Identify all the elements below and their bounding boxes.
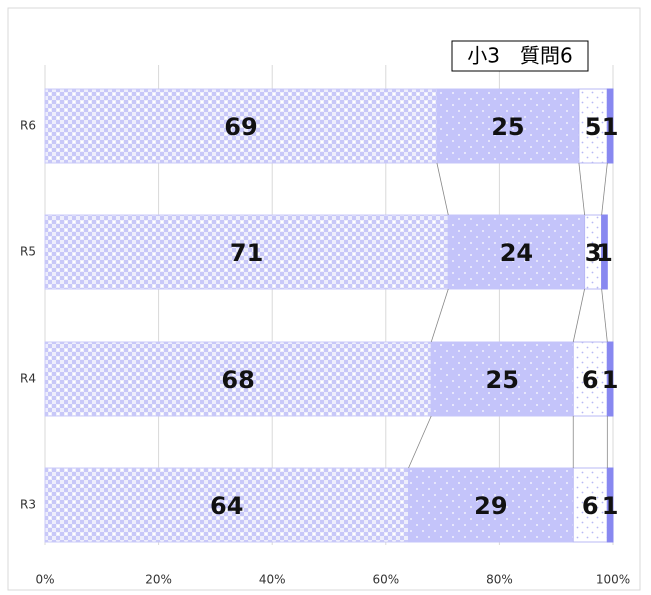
x-tick-label: 60% [372,573,399,587]
series-line [601,162,608,216]
bar-segment [606,467,614,543]
series-line [578,162,585,216]
bar-segment [44,341,432,417]
bar-segment [606,88,614,164]
y-tick-label: R4 [20,372,36,386]
data-label: 6 [582,366,599,394]
data-label: 1 [602,492,619,520]
data-label: 1 [596,239,613,267]
data-label: 68 [221,366,254,394]
data-label: 1 [602,366,619,394]
y-tick-label: R3 [20,498,36,512]
data-label: 5 [585,113,602,141]
bar-segment [578,88,608,164]
data-label: 29 [474,492,507,520]
x-tick-label: 100% [596,573,630,587]
bar-segment [572,467,608,543]
bar-segment [601,214,608,290]
series-line [572,288,585,343]
data-label: 71 [230,239,263,267]
data-label: 6 [582,492,599,520]
data-label: 64 [210,492,243,520]
data-label: 3 [585,239,602,267]
data-label: 69 [224,113,257,141]
x-tick-label: 0% [35,573,54,587]
bar-segment [44,214,449,290]
x-tick-label: 40% [259,573,286,587]
data-label: 1 [602,113,619,141]
chart-title: 小3 質問6 [467,44,572,68]
y-tick-label: R6 [20,119,36,133]
title-box [451,40,589,72]
bar-segment [408,467,574,543]
x-tick-label: 80% [486,573,513,587]
data-label: 25 [491,113,524,141]
series-line [430,288,449,343]
bar-segment [430,341,574,417]
series-line [408,415,432,469]
bar-segment [606,341,614,417]
series-line [436,162,449,216]
series-line [601,288,608,343]
bar-segment [44,467,410,543]
data-label: 25 [486,366,519,394]
x-tick-label: 20% [145,573,172,587]
y-tick-label: R5 [20,245,36,259]
data-label: 24 [500,239,533,267]
bar-segment [447,214,586,290]
